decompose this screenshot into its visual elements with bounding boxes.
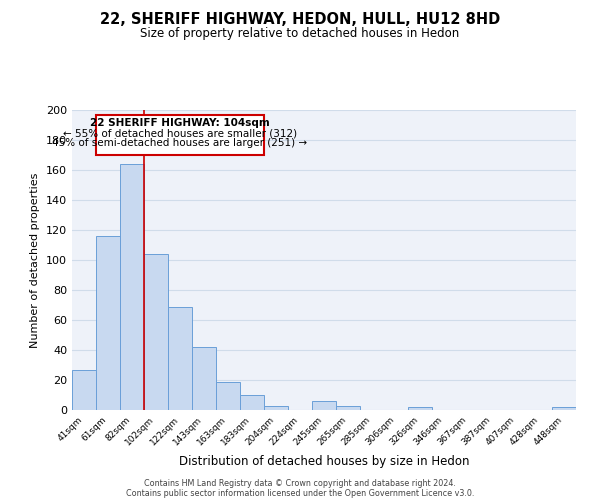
Bar bbox=[408, 407, 432, 410]
Bar bbox=[144, 254, 168, 410]
Bar bbox=[168, 306, 192, 410]
X-axis label: Distribution of detached houses by size in Hedon: Distribution of detached houses by size … bbox=[179, 456, 469, 468]
Bar bbox=[72, 370, 96, 410]
Bar bbox=[96, 236, 120, 410]
Text: 22, SHERIFF HIGHWAY, HEDON, HULL, HU12 8HD: 22, SHERIFF HIGHWAY, HEDON, HULL, HU12 8… bbox=[100, 12, 500, 28]
Bar bbox=[336, 406, 360, 410]
Y-axis label: Number of detached properties: Number of detached properties bbox=[31, 172, 40, 348]
Text: ← 55% of detached houses are smaller (312): ← 55% of detached houses are smaller (31… bbox=[63, 128, 297, 138]
Text: Size of property relative to detached houses in Hedon: Size of property relative to detached ho… bbox=[140, 28, 460, 40]
Bar bbox=[264, 406, 288, 410]
Bar bbox=[192, 347, 216, 410]
Bar bbox=[552, 407, 576, 410]
Text: Contains public sector information licensed under the Open Government Licence v3: Contains public sector information licen… bbox=[126, 488, 474, 498]
Bar bbox=[312, 401, 336, 410]
Bar bbox=[216, 382, 240, 410]
FancyBboxPatch shape bbox=[96, 114, 264, 155]
Text: 45% of semi-detached houses are larger (251) →: 45% of semi-detached houses are larger (… bbox=[52, 138, 308, 148]
Bar bbox=[120, 164, 144, 410]
Text: 22 SHERIFF HIGHWAY: 104sqm: 22 SHERIFF HIGHWAY: 104sqm bbox=[90, 118, 270, 128]
Bar bbox=[240, 395, 264, 410]
Text: Contains HM Land Registry data © Crown copyright and database right 2024.: Contains HM Land Registry data © Crown c… bbox=[144, 478, 456, 488]
